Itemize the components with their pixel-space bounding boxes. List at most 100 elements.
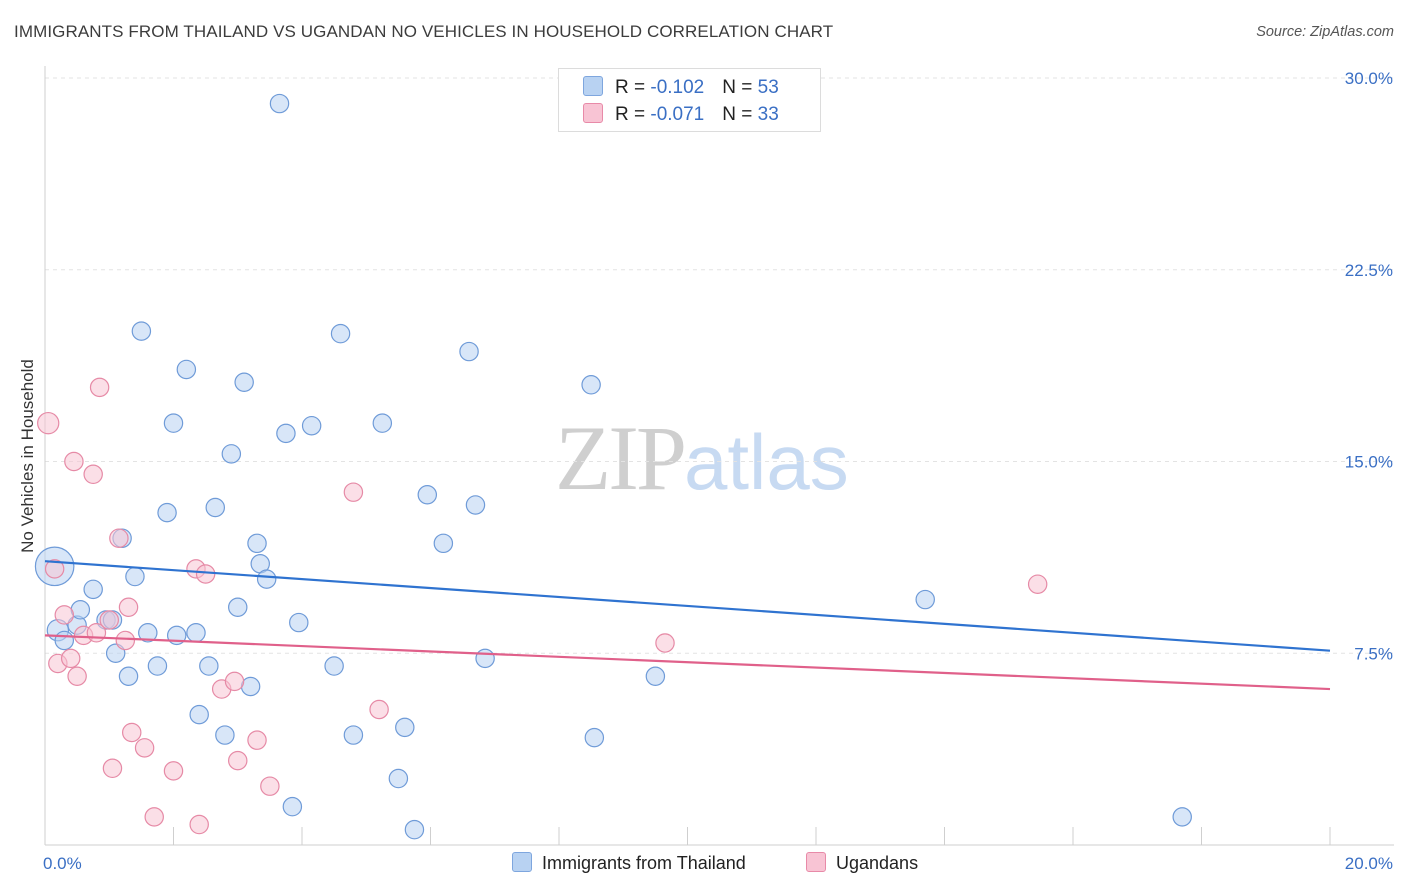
thailand-point [54, 630, 75, 651]
thailand-point [205, 497, 226, 518]
ugandans-point [118, 597, 139, 617]
thailand-point [459, 341, 479, 362]
thailand-point [269, 93, 290, 114]
ugandans-point [121, 722, 142, 743]
thailand-point [215, 725, 235, 745]
ugandans-point [44, 559, 65, 579]
thailand-point [330, 323, 351, 344]
bottom-legend-thailand: Immigrants from Thailand [512, 852, 746, 874]
thailand-trend-line [44, 560, 1331, 652]
ugandans-point [89, 377, 110, 398]
watermark-zip: ZIP [555, 407, 687, 509]
thailand-point [645, 666, 666, 686]
ugandans-trend-line [44, 634, 1331, 691]
bottom-legend-swatch-thailand [512, 852, 532, 872]
ugandans-point [195, 564, 216, 584]
thailand-point [240, 676, 261, 697]
chart-title: IMMIGRANTS FROM THAILAND VS UGANDAN NO V… [14, 22, 834, 41]
thailand-point [324, 656, 344, 676]
ugandans-point [37, 411, 60, 435]
thailand-point [301, 415, 322, 436]
thailand-point [417, 484, 438, 505]
ugandans-point [102, 758, 123, 779]
thailand-point [131, 321, 152, 341]
x-tick-label: 20.0% [1345, 854, 1393, 873]
legend-row-thailand: R = -0.102 N = 53 [583, 76, 779, 100]
ugandans-point [343, 482, 364, 502]
legend-r-label: R = [615, 77, 651, 98]
ugandans-point [655, 633, 675, 653]
thailand-point [282, 796, 303, 817]
y-tick-label: 30.0% [1345, 69, 1393, 88]
thailand-point [1172, 807, 1192, 827]
ugandans-point [224, 671, 245, 692]
ugandans-point [60, 648, 81, 669]
ugandans-point [260, 776, 280, 796]
thailand-point [465, 495, 486, 515]
ugandans-point [115, 630, 136, 651]
ugandans-point [369, 699, 389, 720]
legend-r-label: R = [615, 104, 651, 125]
thailand-point [186, 623, 206, 643]
thailand-point [388, 768, 409, 789]
thailand-point [221, 444, 242, 464]
y-tick-label: 22.5% [1345, 261, 1393, 280]
thailand-point [276, 423, 296, 444]
thailand-point [176, 359, 197, 380]
thailand-point [247, 533, 267, 554]
bottom-legend-ugandans: Ugandans [806, 852, 918, 874]
thailand-point [228, 597, 248, 617]
ugandans-point [109, 528, 129, 548]
legend-swatch-thailand [583, 76, 603, 96]
legend-swatch-ugandans [583, 103, 603, 123]
thailand-point [199, 656, 219, 676]
thailand-point [125, 566, 145, 587]
y-tick-label: 15.0% [1345, 453, 1393, 472]
thailand-point [118, 666, 139, 686]
ugandans-point [228, 750, 248, 771]
legend-n-label: N = [722, 104, 758, 125]
ugandans-point [144, 807, 164, 827]
thailand-point [404, 819, 425, 840]
legend-n-value: 33 [757, 104, 779, 125]
y-tick-label: 7.5% [1354, 644, 1393, 663]
legend-r-value: -0.102 [650, 77, 705, 98]
thailand-point [70, 600, 91, 620]
thailand-point [343, 725, 364, 745]
ugandans-point [163, 761, 184, 781]
bottom-legend-swatch-ugandans [806, 852, 826, 872]
thailand-point [433, 533, 454, 554]
legend-n-value: 53 [757, 77, 779, 98]
thailand-point [475, 648, 495, 669]
source-label: Source: ZipAtlas.com [1256, 24, 1394, 40]
ugandans-point [54, 605, 75, 625]
legend: R = -0.102 N = 53 R = -0.071 N = 33 [558, 68, 821, 132]
thailand-point [163, 413, 184, 433]
legend-n-label: N = [722, 77, 758, 98]
ugandans-point [134, 738, 155, 758]
thailand-point [256, 569, 277, 589]
thailand-point [915, 589, 935, 610]
ugandans-point [189, 814, 209, 835]
thailand-point [372, 413, 393, 433]
thailand-point [584, 727, 605, 748]
x-tick-label: 0.0% [43, 854, 82, 873]
ugandans-point [99, 610, 119, 630]
thailand-point [83, 579, 103, 600]
thailand-point [157, 502, 177, 523]
thailand-point [138, 623, 158, 643]
thailand-point [189, 704, 209, 725]
ugandans-point [1027, 574, 1048, 594]
ugandans-point [64, 451, 84, 472]
thailand-point [395, 717, 415, 738]
bottom-legend-label-ugandans: Ugandans [836, 853, 919, 873]
ugandans-point [83, 464, 103, 485]
bottom-legend-label-thailand: Immigrants from Thailand [542, 853, 746, 873]
thailand-point [147, 656, 168, 676]
legend-r-value: -0.071 [650, 104, 705, 125]
ugandans-point [247, 730, 267, 750]
thailand-point [234, 372, 254, 392]
legend-row-ugandans: R = -0.071 N = 33 [583, 103, 779, 127]
thailand-point [289, 612, 309, 633]
